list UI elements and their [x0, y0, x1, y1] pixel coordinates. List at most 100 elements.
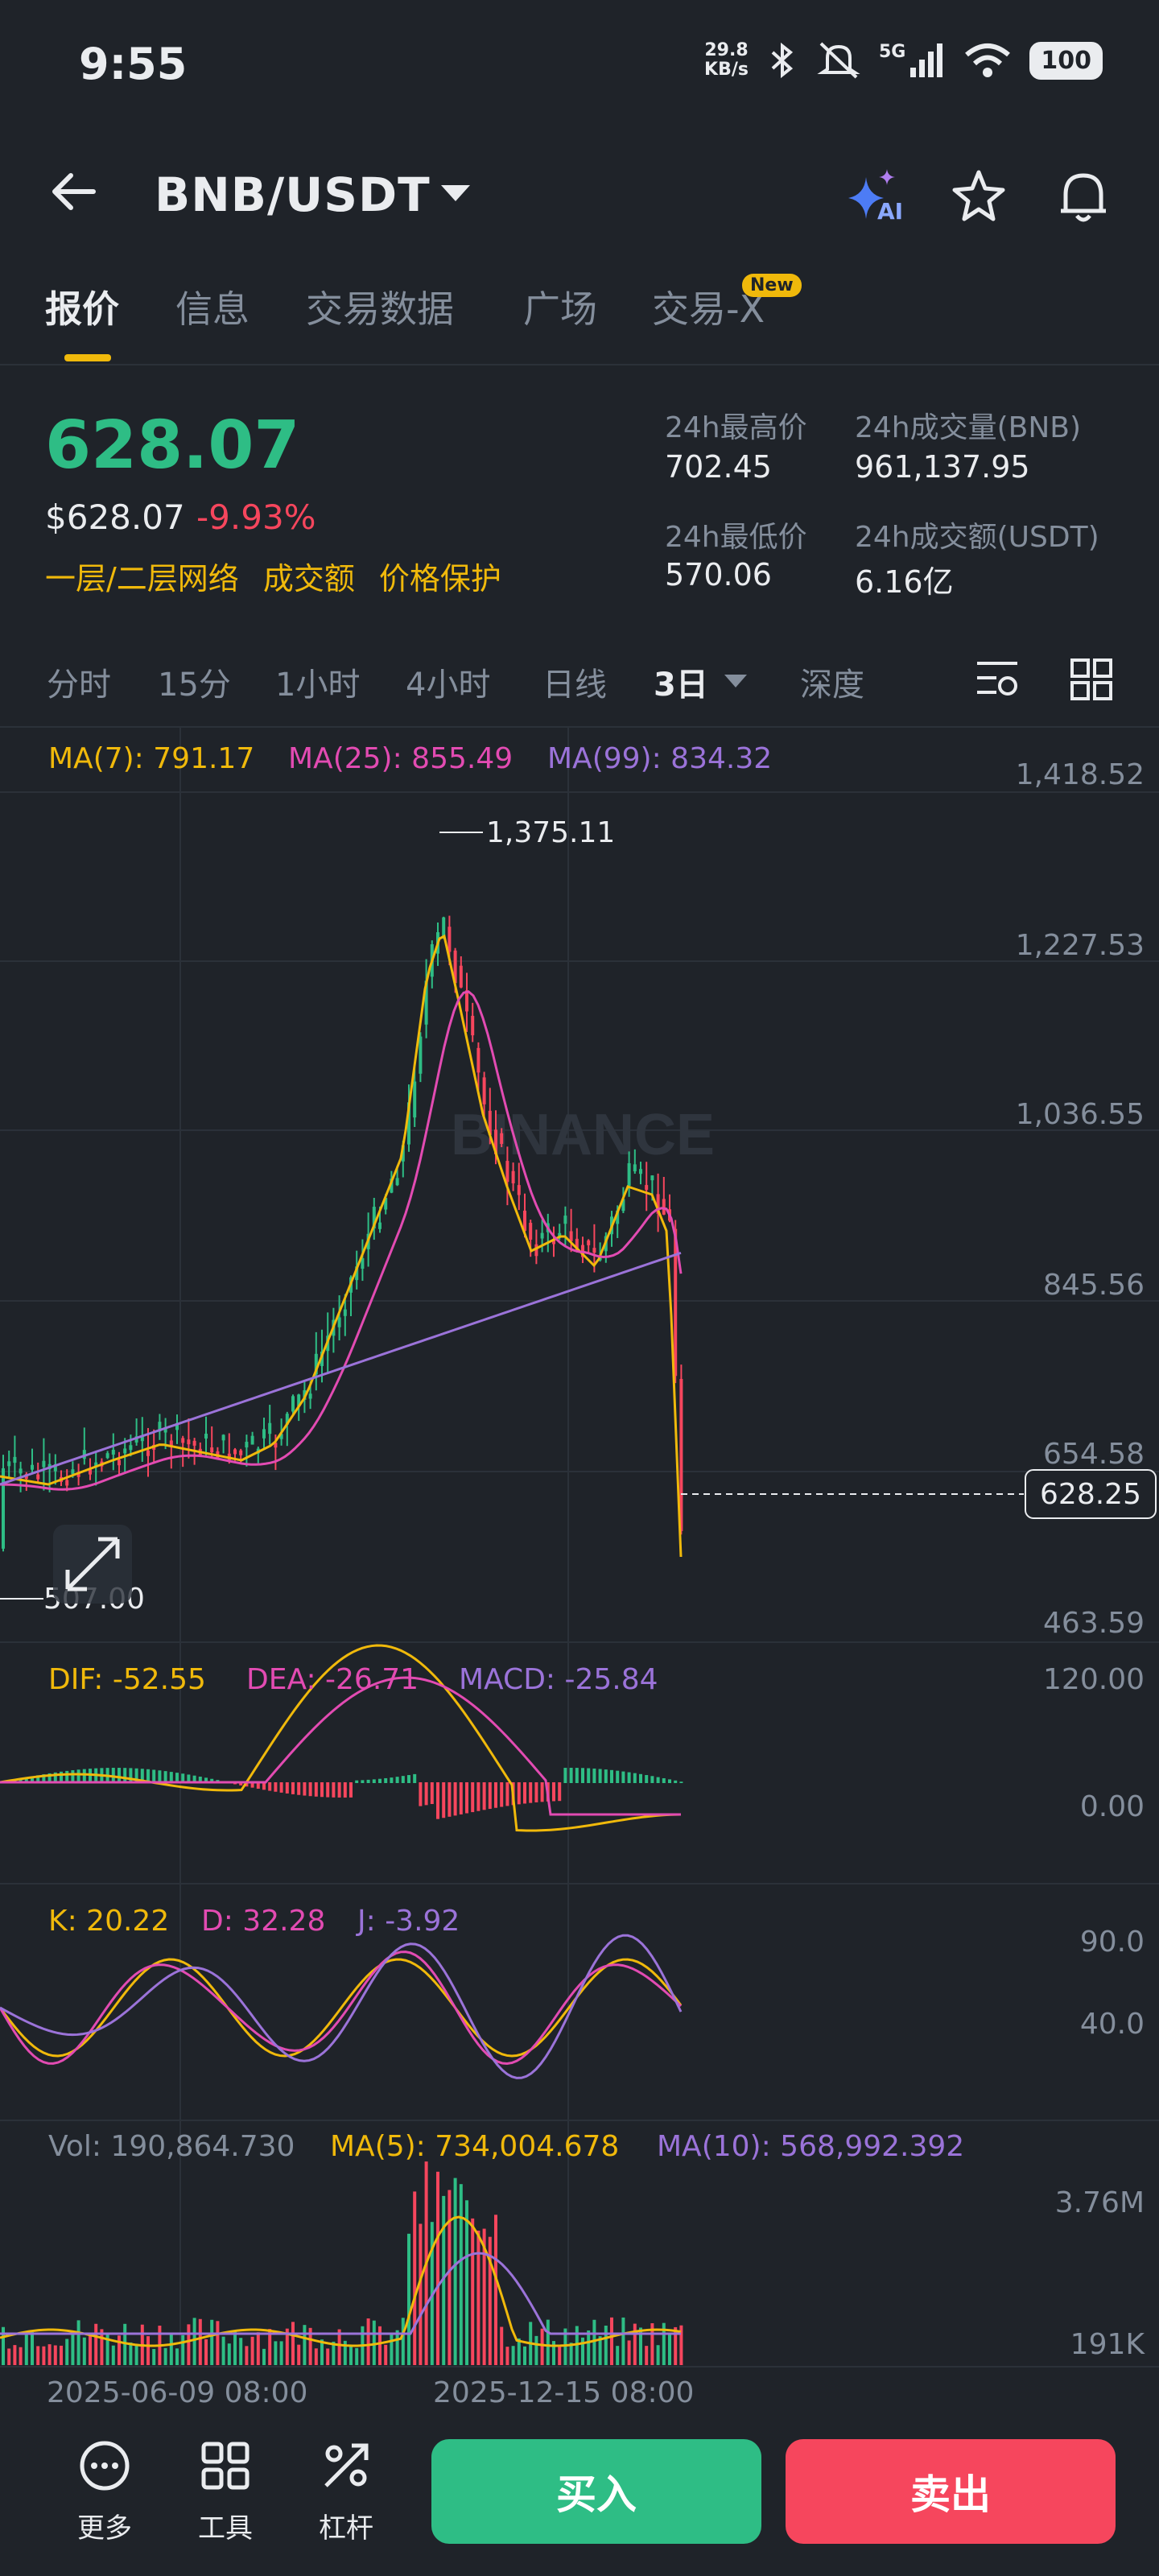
volume-bar	[31, 2331, 34, 2365]
candle-body	[482, 1077, 486, 1104]
volume-bar	[111, 2345, 115, 2365]
macd-bar	[349, 1782, 353, 1798]
candle-body	[627, 1163, 631, 1187]
tab-quote[interactable]: 报价	[45, 287, 119, 331]
candle-body	[262, 1429, 266, 1439]
interval-3d[interactable]: 3日	[654, 667, 708, 704]
volume-bar	[604, 2325, 608, 2365]
back-arrow-icon[interactable]	[48, 166, 100, 217]
candle-body	[53, 1464, 57, 1472]
candle-body	[540, 1232, 544, 1239]
volume-bar	[192, 2318, 196, 2365]
active-tab-indicator	[64, 354, 111, 361]
signal-indicator: 5G	[879, 42, 946, 79]
macd-tick-2: 0.00	[1079, 1790, 1145, 1823]
volume-bar	[47, 2344, 52, 2365]
volume-bar	[500, 2326, 504, 2365]
interval-depth[interactable]: 深度	[800, 667, 864, 704]
volume-bar	[42, 2346, 46, 2365]
candle-body	[517, 1185, 521, 1195]
more-button[interactable]: 更多	[56, 2439, 153, 2545]
candle-body	[65, 1480, 69, 1486]
volume-bar	[279, 2341, 283, 2365]
new-badge: New	[742, 274, 802, 297]
volume-bar	[123, 2323, 127, 2365]
macd-bar	[239, 1782, 243, 1785]
volume-panel	[0, 2161, 683, 2365]
candle-body	[7, 1461, 11, 1467]
macd-bar	[639, 1773, 642, 1783]
ma25-legend: MA(25): 855.49	[288, 742, 514, 775]
macd-bar	[616, 1770, 620, 1783]
interval-15m[interactable]: 15分	[158, 667, 231, 704]
pair-selector[interactable]: BNB/USDT	[155, 167, 431, 222]
macd-bar	[500, 1782, 504, 1807]
volume-bar	[94, 2323, 98, 2365]
tools-label: 工具	[198, 2512, 253, 2545]
interval-dropdown-caret-icon[interactable]	[724, 675, 747, 687]
high-24h-label: 24h最高价	[665, 411, 807, 444]
macd-bar	[592, 1768, 596, 1783]
candle-body	[355, 1266, 359, 1281]
link-turnover[interactable]: 成交额	[262, 561, 355, 597]
leverage-button[interactable]: 杠杆	[298, 2439, 394, 2545]
link-layer-network[interactable]: 一层/二层网络	[45, 561, 239, 597]
ai-button[interactable]: AI	[842, 166, 903, 227]
macd-bar	[256, 1782, 260, 1790]
high-24h-value: 702.45	[665, 449, 772, 485]
vol-ma10-legend: MA(10): 568,992.392	[657, 2130, 965, 2163]
pair-dropdown-caret-icon[interactable]	[441, 185, 470, 201]
interval-time[interactable]: 分时	[47, 667, 111, 704]
sell-button[interactable]: 卖出	[786, 2439, 1116, 2544]
volume-bar	[337, 2329, 341, 2365]
macd-bar	[465, 1782, 468, 1814]
macd-bar	[627, 1772, 631, 1783]
mute-icon	[817, 42, 860, 79]
bell-icon[interactable]	[1053, 166, 1114, 227]
bluetooth-icon	[771, 42, 794, 79]
tab-trade-data[interactable]: 交易数据	[306, 287, 454, 331]
macd-bar	[534, 1782, 538, 1802]
macd-bar	[448, 1782, 452, 1817]
kdj-tick-2: 40.0	[1079, 2008, 1145, 2041]
chart-settings-icon[interactable]	[974, 657, 1021, 700]
expand-icon[interactable]	[65, 1537, 120, 1591]
macd-bar	[471, 1782, 475, 1813]
price-tick-6: 463.59	[1043, 1607, 1145, 1640]
candle-body	[569, 1231, 573, 1241]
link-price-protection[interactable]: 价格保护	[378, 561, 501, 597]
macd-bar	[123, 1768, 127, 1783]
vol-legend: Vol: 190,864.730	[48, 2130, 295, 2163]
tab-square[interactable]: 广场	[523, 287, 597, 331]
candle-body	[111, 1449, 115, 1455]
macd-bar	[60, 1771, 63, 1783]
volume-bar	[36, 2346, 40, 2365]
tab-info[interactable]: 信息	[175, 287, 250, 331]
current-price-tag: 628.25	[1040, 1478, 1141, 1511]
buy-button[interactable]: 买入	[431, 2439, 761, 2544]
macd-bar	[291, 1782, 295, 1794]
macd-bar	[42, 1774, 46, 1783]
volume-bar	[633, 2323, 637, 2365]
volume-bar	[60, 2345, 63, 2365]
tools-button[interactable]: 工具	[177, 2439, 274, 2545]
interval-1d[interactable]: 日线	[542, 667, 607, 704]
interval-4h[interactable]: 4小时	[406, 667, 491, 704]
macd-bar	[36, 1775, 40, 1783]
volume-bar	[24, 2333, 28, 2365]
kline-chart[interactable]: BINANCE 628.25 1,375.11 507.00	[0, 728, 1159, 2375]
volume-bar	[546, 2319, 550, 2365]
last-price: 628.07	[45, 407, 300, 484]
vol-usdt-label: 24h成交额(USDT)	[855, 521, 1099, 554]
volume-bar	[395, 2330, 399, 2365]
macd-bar	[65, 1770, 69, 1783]
layout-grid-icon[interactable]	[1069, 657, 1114, 702]
volume-bar	[482, 2228, 486, 2365]
candle-body	[511, 1170, 515, 1183]
candle-body	[587, 1240, 591, 1245]
macd-bar	[210, 1778, 214, 1783]
candle-body	[297, 1394, 301, 1407]
interval-1h[interactable]: 1小时	[275, 667, 361, 704]
star-icon[interactable]	[948, 166, 1009, 227]
macd-bar	[152, 1769, 156, 1783]
